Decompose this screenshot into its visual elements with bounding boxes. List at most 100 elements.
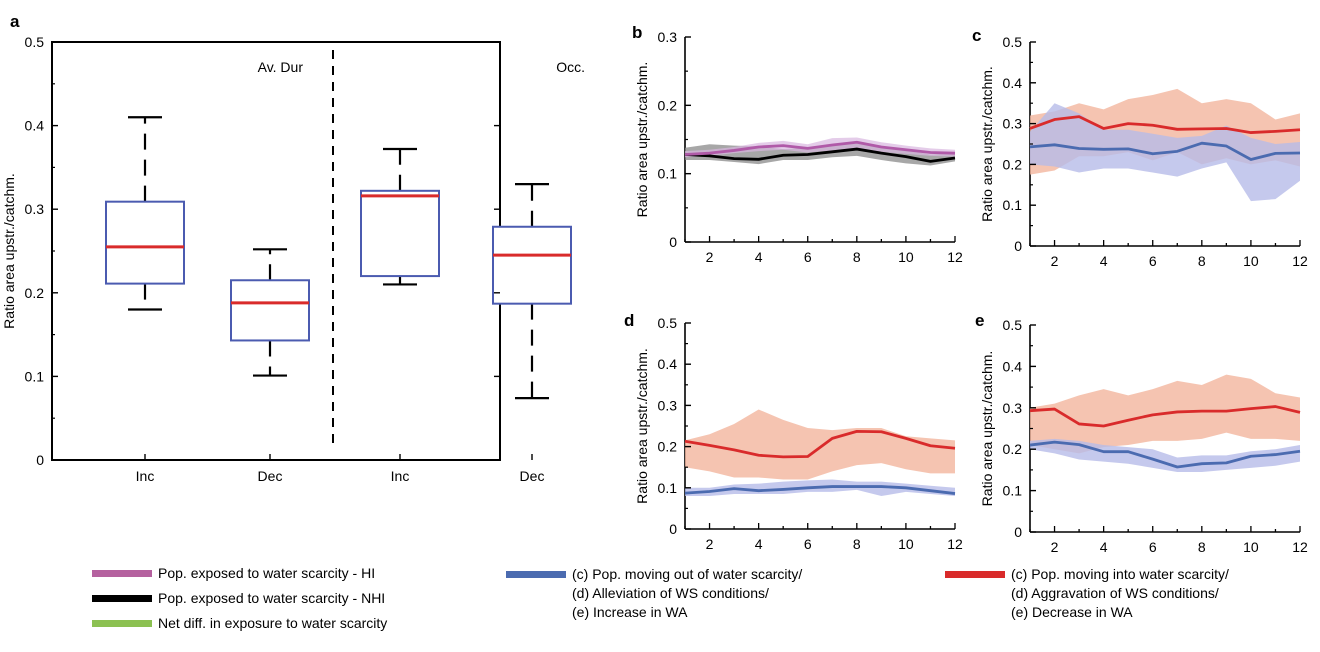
x-tick-label-b: 4 — [755, 249, 763, 265]
x-tick-label-c: 8 — [1198, 253, 1206, 269]
annotation-av-dur: Av. Dur — [258, 59, 304, 75]
y-tick-label-d: 0.3 — [658, 397, 678, 413]
panel-label-e: e — [975, 311, 984, 330]
x-tick-label-e: 2 — [1051, 539, 1059, 555]
legend-swatch — [506, 571, 566, 578]
y-tick-label-a: 0 — [36, 452, 44, 468]
legend-label: Pop. exposed to water scarcity - NHI — [158, 590, 386, 606]
legend-swatch — [92, 620, 152, 627]
x-tick-label-c: 6 — [1149, 253, 1157, 269]
y-tick-label-a: 0.3 — [25, 201, 45, 217]
x-tick-label-c: 12 — [1292, 253, 1308, 269]
x-tick-label: Inc — [136, 468, 155, 484]
y-tick-label-b: 0.2 — [658, 97, 678, 113]
y-tick-label-b: 0.1 — [658, 166, 678, 182]
x-tick-label-c: 10 — [1243, 253, 1259, 269]
y-tick-label-d: 0.1 — [658, 480, 678, 496]
panel-d: d 2 4 6 8 10 12 — [624, 311, 963, 552]
legend-label: Net diff. in exposure to water scarcity — [158, 615, 388, 631]
annotation-occ: Occ. — [556, 59, 585, 75]
x-tick-label-e: 6 — [1149, 539, 1157, 555]
y-axis-label-e: Ratio area upstr./catchm. — [979, 351, 995, 507]
band-red-d — [685, 409, 955, 480]
box-iqr — [105, 200, 185, 285]
x-tick-label-d: 8 — [853, 536, 861, 552]
y-axis-label-b: Ratio area upstr./catchm. — [634, 62, 650, 218]
panel-c: c 2 4 6 8 10 12 — [972, 26, 1308, 269]
y-axis-label-d: Ratio area upstr./catchm. — [634, 348, 650, 504]
y-axis-d: 0 0.1 0.2 0.3 0.4 0.5 Ratio area upstr./catchm… — [634, 315, 691, 537]
y-axis-a: 0 0.1 0.2 0.3 0.4 0.5 Ratio area upstr./catchm… — [1, 34, 500, 468]
panel-label-a: a — [10, 12, 20, 31]
x-tick-label-d: 10 — [898, 536, 914, 552]
line-nhi-b — [684, 147, 956, 163]
y-tick-label-d: 0.4 — [658, 356, 678, 372]
legend-item-red: (c) Pop. moving into water scarcity/ (d)… — [945, 565, 1229, 622]
panel-label-b: b — [632, 23, 642, 42]
y-tick-label-c: 0 — [1014, 238, 1022, 254]
panel-e: e 2 4 6 8 10 12 — [975, 311, 1308, 555]
panel-b: b 2 4 6 8 10 12 — [632, 23, 963, 265]
y-axis-label-a: Ratio area upstr./catchm. — [1, 173, 17, 329]
box-2: Inc — [360, 147, 440, 484]
x-tick-label-b: 10 — [898, 249, 914, 265]
box-3: Dec — [492, 183, 572, 484]
y-tick-label-e: 0.5 — [1003, 317, 1023, 333]
y-tick-label-a: 0.2 — [25, 285, 45, 301]
x-tick-label-c: 4 — [1100, 253, 1108, 269]
legend-label: Pop. exposed to water scarcity - HI — [158, 565, 376, 581]
y-tick-label-c: 0.4 — [1003, 75, 1023, 91]
box-iqr — [492, 225, 572, 305]
line-blue-e — [1029, 440, 1301, 469]
x-tick-label-b: 12 — [947, 249, 963, 265]
box-iqr — [230, 279, 310, 342]
x-tick-label-b: 8 — [853, 249, 861, 265]
y-tick-label-b: 0 — [669, 234, 677, 250]
y-tick-label-d: 0 — [669, 521, 677, 537]
y-axis-label-c: Ratio area upstr./catchm. — [979, 66, 995, 222]
panel-label-d: d — [624, 311, 634, 330]
panel-a: a Inc Dec Inc Dec Av. Dur Occ. — [10, 12, 585, 484]
x-tick-label-e: 4 — [1100, 539, 1108, 555]
y-tick-label-e: 0.3 — [1003, 400, 1023, 416]
y-tick-label-e: 0.4 — [1003, 358, 1023, 374]
x-tick-label-d: 12 — [947, 536, 963, 552]
y-tick-label-b: 0.3 — [658, 29, 678, 45]
y-tick-label-d: 0.2 — [658, 439, 678, 455]
legend-label: (c) Pop. moving into water scarcity/ (d)… — [1011, 566, 1229, 620]
line-hi-b — [684, 140, 956, 156]
y-tick-label-a: 0.5 — [25, 34, 45, 50]
y-tick-label-d: 0.5 — [658, 315, 678, 331]
legend-swatch — [92, 595, 152, 602]
box-iqr — [360, 189, 440, 278]
y-tick-label-c: 0.1 — [1003, 197, 1023, 213]
legend-label: (c) Pop. moving out of water scarcity/ (… — [572, 566, 803, 620]
y-tick-label-e: 0.2 — [1003, 441, 1023, 457]
line-blue-c — [1029, 141, 1301, 161]
y-axis-c: 0 0.1 0.2 0.3 0.4 0.5 Ratio area upstr./catchm… — [979, 34, 1036, 254]
y-axis-e: 0 0.1 0.2 0.3 0.4 0.5 Ratio area upstr./catchm… — [979, 317, 1036, 540]
x-tick-label-b: 6 — [804, 249, 812, 265]
x-tick-label: Dec — [258, 468, 283, 484]
panel-label-c: c — [972, 26, 981, 45]
x-tick-label-b: 2 — [706, 249, 714, 265]
x-tick-label: Dec — [520, 468, 545, 484]
legend-swatch — [92, 570, 152, 577]
y-tick-label-e: 0 — [1014, 524, 1022, 540]
line-red-e — [1029, 405, 1301, 428]
box-1: Dec — [230, 248, 310, 484]
x-tick-label-e: 12 — [1292, 539, 1308, 555]
x-tick-label-e: 10 — [1243, 539, 1259, 555]
legend-swatch — [945, 571, 1005, 578]
y-tick-label-a: 0.1 — [25, 368, 45, 384]
legend-item-net: Net diff. in exposure to water scarcity — [92, 614, 387, 633]
band-blue-e — [1030, 438, 1300, 472]
y-tick-label-e: 0.1 — [1003, 483, 1023, 499]
line-blue-d — [684, 485, 956, 495]
line-red-c — [1029, 115, 1301, 134]
x-tick-label-d: 6 — [804, 536, 812, 552]
legend-item-hi: Pop. exposed to water scarcity - HI — [92, 564, 375, 583]
line-red-d — [684, 429, 956, 459]
y-tick-label-c: 0.3 — [1003, 116, 1023, 132]
